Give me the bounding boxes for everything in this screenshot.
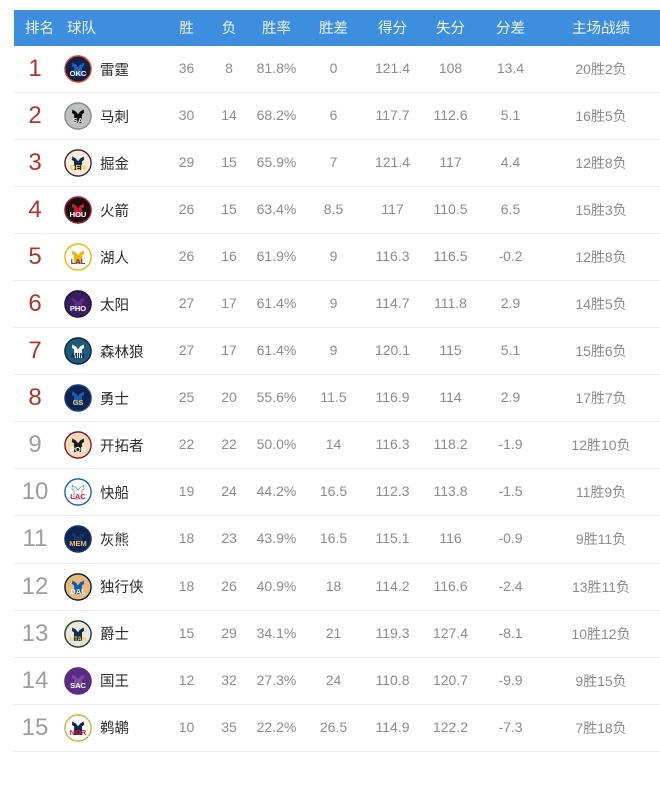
svg-text:POR: POR bbox=[70, 445, 87, 454]
svg-text:DEN: DEN bbox=[70, 163, 86, 172]
svg-text:OKC: OKC bbox=[70, 69, 87, 78]
svg-text:SAC: SAC bbox=[70, 680, 86, 689]
svg-text:MIN: MIN bbox=[71, 351, 85, 360]
svg-text:LAC: LAC bbox=[70, 492, 86, 501]
svg-text:NOR: NOR bbox=[70, 727, 87, 736]
svg-text:GS: GS bbox=[73, 398, 84, 407]
svg-text:HOU: HOU bbox=[70, 210, 87, 219]
svg-text:LAL: LAL bbox=[71, 257, 86, 266]
svg-text:UTAH: UTAH bbox=[70, 635, 87, 642]
svg-text:PHO: PHO bbox=[70, 304, 86, 313]
svg-text:MEM: MEM bbox=[69, 539, 87, 548]
svg-text:DAL: DAL bbox=[70, 586, 86, 595]
svg-text:SA: SA bbox=[73, 116, 84, 125]
